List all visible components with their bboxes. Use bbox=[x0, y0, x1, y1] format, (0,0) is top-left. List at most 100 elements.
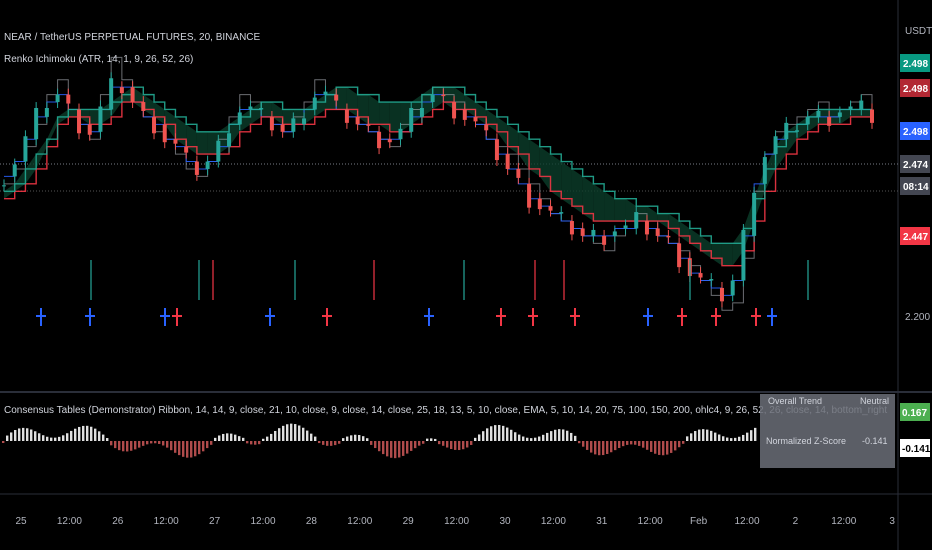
candle-body bbox=[184, 146, 189, 153]
price-pane[interactable] bbox=[2, 56, 874, 311]
ribbon-bar bbox=[510, 429, 513, 441]
x-tick-label: 12:00 bbox=[347, 516, 372, 527]
symbol-title[interactable]: NEAR / TetherUS PERPETUAL FUTURES, 20, B… bbox=[4, 32, 261, 43]
candle-body bbox=[591, 229, 596, 236]
ribbon-bar bbox=[414, 441, 417, 449]
indicator-pane[interactable] bbox=[2, 423, 757, 459]
candle-body bbox=[216, 140, 221, 162]
cloud-segment bbox=[539, 146, 551, 192]
ribbon-bar bbox=[142, 441, 145, 446]
ribbon-bar bbox=[634, 441, 637, 445]
candle-body bbox=[602, 235, 607, 245]
ribbon-bar bbox=[170, 441, 173, 451]
ribbon-bar bbox=[90, 426, 93, 441]
x-tick-label: 12:00 bbox=[57, 516, 82, 527]
cloud-segment bbox=[571, 168, 583, 214]
ribbon-bar bbox=[502, 425, 505, 441]
ribbon-bar bbox=[2, 441, 5, 443]
ribbon-bar bbox=[234, 434, 237, 441]
cloud-segment bbox=[646, 206, 658, 222]
cloud-segment bbox=[550, 154, 562, 199]
candle-body bbox=[634, 212, 639, 229]
ribbon-bar bbox=[470, 441, 473, 445]
x-tick-label: 29 bbox=[403, 516, 415, 527]
consensus-indicator-label[interactable]: Consensus Tables (Demonstrator) Ribbon, … bbox=[4, 405, 887, 416]
ribbon-bar bbox=[306, 430, 309, 441]
candle-body bbox=[77, 109, 82, 134]
cloud-segment bbox=[454, 87, 465, 110]
ribbon-bar bbox=[434, 438, 437, 441]
candle-body bbox=[302, 118, 307, 125]
candle-body bbox=[205, 161, 210, 169]
ribbon-bar bbox=[62, 435, 65, 441]
ribbon-bar bbox=[446, 441, 449, 448]
ribbon-bar bbox=[34, 431, 37, 441]
x-tick-label: 2 bbox=[793, 516, 799, 527]
candle-body bbox=[473, 116, 478, 122]
lower-tags: 0.167 -0.141 bbox=[900, 403, 931, 457]
ribbon-bar bbox=[438, 441, 441, 445]
cloud-segment bbox=[807, 109, 819, 132]
ribbon-bar bbox=[334, 441, 337, 446]
ribbon-bar bbox=[514, 432, 517, 441]
x-tick-label: 28 bbox=[306, 516, 318, 527]
candle-body bbox=[709, 279, 714, 281]
ribbon-bar bbox=[270, 433, 273, 441]
ribbon-bar bbox=[106, 438, 109, 441]
lower-tag-label: 0.167 bbox=[902, 408, 927, 419]
ribbon-bar bbox=[250, 441, 253, 445]
cloud-segment bbox=[721, 243, 733, 266]
ribbon-bar bbox=[50, 437, 53, 441]
ribbon-bar bbox=[82, 425, 85, 441]
table-row2-value: -0.141 bbox=[862, 436, 888, 446]
candle-body bbox=[505, 154, 510, 169]
cloud-segment bbox=[314, 94, 326, 117]
ribbon-bar bbox=[110, 441, 113, 446]
x-tick-label: 12:00 bbox=[154, 516, 179, 527]
ribbon-bar bbox=[538, 436, 541, 441]
price-tag-bg bbox=[900, 122, 930, 140]
ribbon-bar bbox=[114, 441, 117, 449]
ribbon-bar bbox=[134, 441, 137, 450]
candle-body bbox=[452, 102, 457, 119]
ribbon-bar bbox=[354, 434, 357, 441]
ribbon-bar bbox=[202, 441, 205, 452]
ichimoku-indicator-label[interactable]: Renko Ichimoku (ATR, 14, 1, 9, 26, 52, 2… bbox=[4, 54, 193, 65]
cloud-segment bbox=[464, 94, 476, 117]
cloud-segment bbox=[593, 183, 605, 222]
candle-body bbox=[334, 94, 339, 101]
ribbon-bar bbox=[626, 441, 629, 445]
cloud-segment bbox=[850, 109, 862, 117]
ribbon-bar bbox=[210, 441, 213, 445]
ribbon-bar bbox=[154, 441, 157, 444]
candle-body bbox=[355, 116, 360, 125]
candle-body bbox=[430, 94, 435, 103]
ribbon-bar bbox=[498, 424, 501, 441]
price-tag-label: 2.498 bbox=[903, 59, 928, 70]
ribbon-bar bbox=[402, 441, 405, 456]
ribbon-bar bbox=[42, 435, 45, 441]
time-axis[interactable]: 25 12:00 26 12:00 27 12:00 28 12:00 29 12:00 30 12:… bbox=[15, 516, 895, 527]
ribbon-bar bbox=[190, 441, 193, 458]
candle-body bbox=[623, 225, 628, 229]
x-tick-label: 12:00 bbox=[250, 516, 275, 527]
ribbon-bar bbox=[522, 436, 525, 441]
ribbon-bar bbox=[374, 441, 377, 449]
ribbon-bar bbox=[698, 429, 701, 441]
candle-body bbox=[12, 164, 17, 177]
x-tick-label: 30 bbox=[499, 516, 511, 527]
ribbon-bar bbox=[534, 437, 537, 441]
ribbon-bar bbox=[58, 436, 61, 441]
candle-body bbox=[34, 108, 39, 140]
candle-body bbox=[98, 106, 103, 132]
cloud-segment bbox=[679, 221, 690, 244]
ribbon-bar bbox=[578, 441, 581, 444]
candle-body bbox=[441, 94, 446, 97]
ribbon-bar bbox=[166, 441, 169, 448]
ribbon-bar bbox=[38, 433, 41, 441]
candle-body bbox=[44, 108, 49, 117]
candle-body bbox=[612, 231, 617, 236]
price-tag-label: 2.474 bbox=[903, 160, 928, 171]
ribbon-bar bbox=[310, 433, 313, 441]
candle-body bbox=[312, 97, 317, 110]
